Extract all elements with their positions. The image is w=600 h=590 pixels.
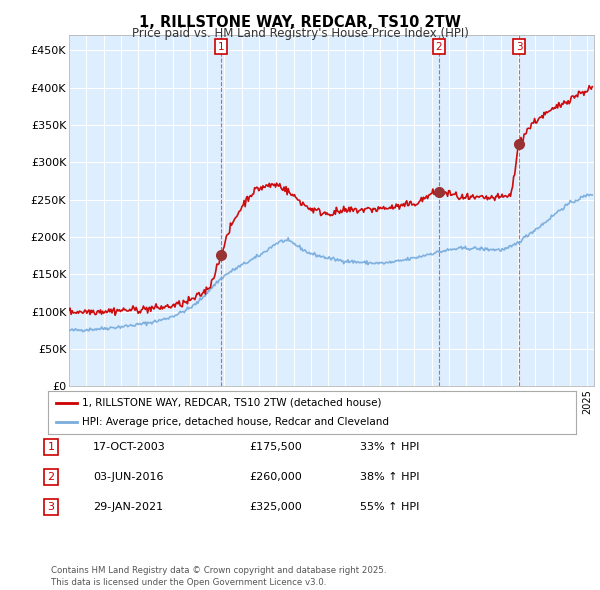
Text: 33% ↑ HPI: 33% ↑ HPI (360, 442, 419, 451)
Text: 1: 1 (47, 442, 55, 451)
Text: £175,500: £175,500 (249, 442, 302, 451)
Text: 55% ↑ HPI: 55% ↑ HPI (360, 502, 419, 512)
Text: 29-JAN-2021: 29-JAN-2021 (93, 502, 163, 512)
Text: 2: 2 (436, 42, 442, 51)
Text: Contains HM Land Registry data © Crown copyright and database right 2025.
This d: Contains HM Land Registry data © Crown c… (51, 566, 386, 587)
Text: £260,000: £260,000 (249, 472, 302, 481)
Text: £325,000: £325,000 (249, 502, 302, 512)
Text: 3: 3 (516, 42, 523, 51)
Text: 1: 1 (218, 42, 224, 51)
Text: 3: 3 (47, 502, 55, 512)
Text: 03-JUN-2016: 03-JUN-2016 (93, 472, 163, 481)
Text: 1, RILLSTONE WAY, REDCAR, TS10 2TW (detached house): 1, RILLSTONE WAY, REDCAR, TS10 2TW (deta… (82, 398, 382, 408)
Text: 1, RILLSTONE WAY, REDCAR, TS10 2TW: 1, RILLSTONE WAY, REDCAR, TS10 2TW (139, 15, 461, 30)
Text: 17-OCT-2003: 17-OCT-2003 (93, 442, 166, 451)
Text: Price paid vs. HM Land Registry's House Price Index (HPI): Price paid vs. HM Land Registry's House … (131, 27, 469, 40)
Text: 2: 2 (47, 472, 55, 481)
Text: 38% ↑ HPI: 38% ↑ HPI (360, 472, 419, 481)
Text: HPI: Average price, detached house, Redcar and Cleveland: HPI: Average price, detached house, Redc… (82, 417, 389, 427)
